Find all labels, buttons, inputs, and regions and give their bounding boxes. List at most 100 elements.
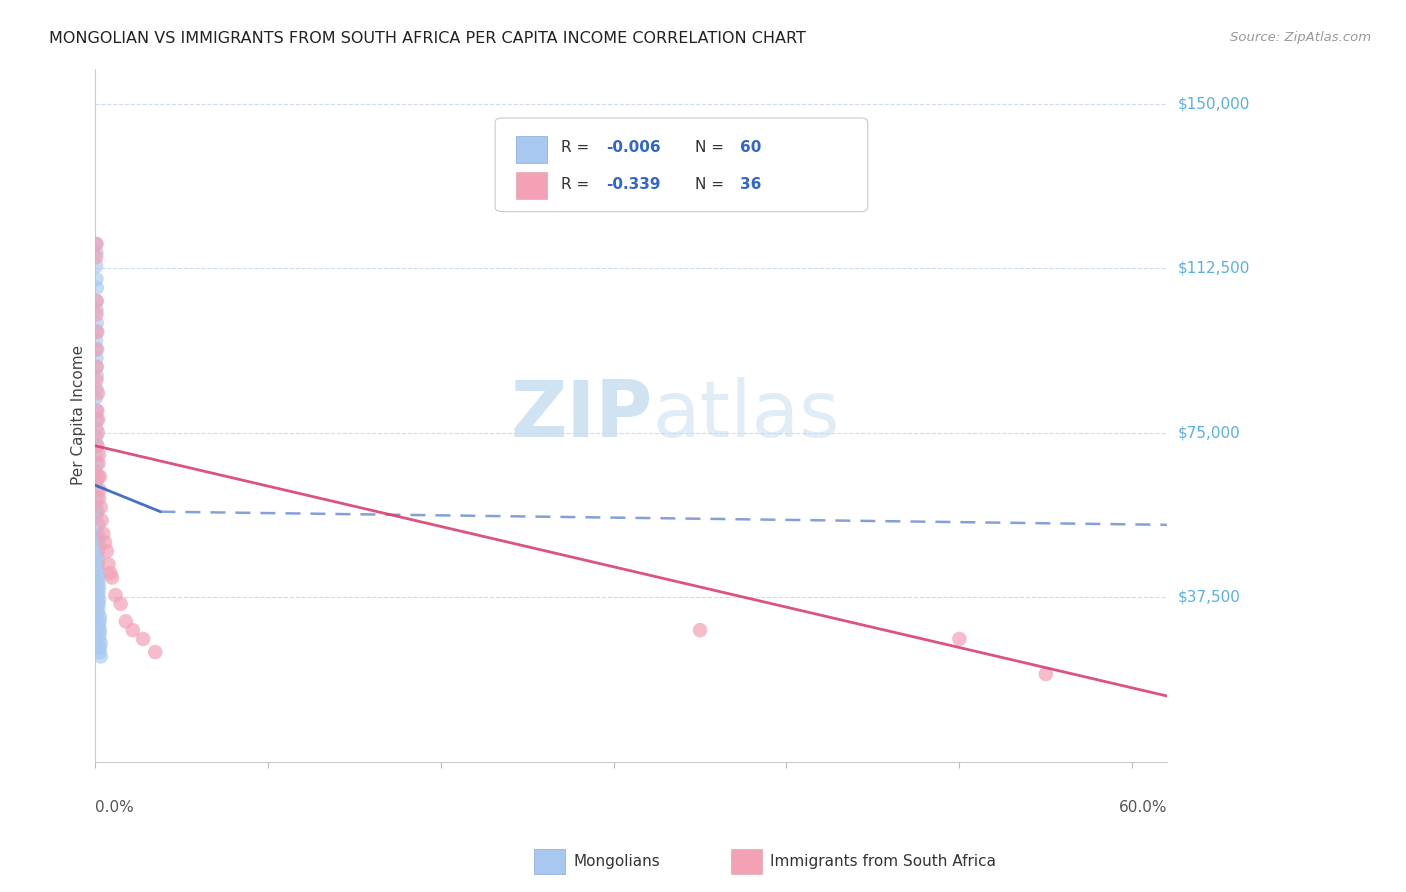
Text: 60.0%: 60.0% bbox=[1118, 800, 1167, 815]
Point bbox=[87, 583, 110, 598]
Point bbox=[89, 615, 111, 629]
Point bbox=[87, 526, 110, 541]
Point bbox=[84, 465, 107, 479]
Text: $37,500: $37,500 bbox=[1178, 590, 1241, 605]
Point bbox=[84, 391, 107, 405]
Point bbox=[87, 517, 110, 532]
Point bbox=[84, 359, 107, 374]
Point bbox=[84, 294, 107, 309]
Point bbox=[87, 574, 110, 589]
Text: $150,000: $150,000 bbox=[1178, 96, 1250, 112]
Point bbox=[86, 448, 108, 462]
Point bbox=[87, 386, 110, 401]
Text: 0.0%: 0.0% bbox=[94, 800, 134, 815]
Point bbox=[87, 601, 110, 615]
Text: -0.339: -0.339 bbox=[606, 177, 661, 192]
Point bbox=[86, 307, 108, 321]
Point bbox=[86, 439, 108, 453]
Point bbox=[86, 368, 108, 383]
Point bbox=[87, 592, 110, 607]
Point bbox=[94, 535, 117, 549]
Point bbox=[86, 237, 108, 252]
Point bbox=[86, 294, 108, 309]
Point bbox=[87, 448, 110, 462]
Point bbox=[89, 640, 111, 655]
Point bbox=[98, 566, 121, 581]
Point bbox=[87, 540, 110, 554]
Point bbox=[86, 281, 108, 295]
Point bbox=[101, 570, 124, 584]
Text: atlas: atlas bbox=[652, 377, 839, 453]
Point bbox=[90, 649, 112, 664]
Point bbox=[86, 359, 108, 374]
Point bbox=[86, 509, 108, 524]
Point bbox=[97, 558, 120, 572]
Point bbox=[86, 549, 108, 563]
Point bbox=[104, 588, 127, 602]
Point bbox=[84, 259, 107, 273]
Text: N =: N = bbox=[695, 177, 728, 192]
Point bbox=[87, 570, 110, 584]
Point bbox=[115, 615, 138, 629]
Point bbox=[86, 483, 108, 497]
Text: 60: 60 bbox=[740, 140, 761, 155]
Point bbox=[110, 597, 132, 611]
Point bbox=[86, 316, 108, 330]
Point bbox=[86, 403, 108, 417]
Point bbox=[86, 382, 108, 396]
Text: 36: 36 bbox=[740, 177, 761, 192]
Point bbox=[87, 558, 110, 572]
Text: $75,000: $75,000 bbox=[1178, 425, 1240, 441]
Point bbox=[87, 457, 110, 471]
Point bbox=[89, 469, 111, 483]
Point bbox=[87, 491, 110, 506]
Point bbox=[86, 302, 108, 317]
Point bbox=[84, 430, 107, 444]
Point bbox=[86, 439, 108, 453]
Point bbox=[87, 469, 110, 483]
Text: R =: R = bbox=[561, 140, 595, 155]
Point bbox=[86, 421, 108, 435]
Point bbox=[86, 245, 108, 260]
Point bbox=[84, 237, 107, 252]
Text: Immigrants from South Africa: Immigrants from South Africa bbox=[770, 855, 997, 869]
Text: $112,500: $112,500 bbox=[1178, 260, 1250, 276]
Text: -0.006: -0.006 bbox=[606, 140, 661, 155]
Point bbox=[87, 544, 110, 558]
Point bbox=[86, 325, 108, 339]
Point bbox=[86, 272, 108, 286]
Point bbox=[89, 623, 111, 637]
Text: MONGOLIAN VS IMMIGRANTS FROM SOUTH AFRICA PER CAPITA INCOME CORRELATION CHART: MONGOLIAN VS IMMIGRANTS FROM SOUTH AFRIC… bbox=[49, 31, 806, 46]
Point bbox=[87, 597, 110, 611]
Text: Mongolians: Mongolians bbox=[574, 855, 661, 869]
Point bbox=[89, 627, 111, 641]
Point bbox=[86, 505, 108, 519]
Point bbox=[84, 334, 107, 348]
Point bbox=[90, 636, 112, 650]
Point bbox=[132, 632, 155, 646]
Point bbox=[948, 632, 970, 646]
Point bbox=[86, 351, 108, 365]
Point bbox=[689, 623, 711, 637]
Point bbox=[87, 425, 110, 440]
Point bbox=[86, 403, 108, 417]
Point bbox=[86, 325, 108, 339]
Point bbox=[84, 343, 107, 357]
Point bbox=[86, 373, 108, 387]
Text: R =: R = bbox=[561, 177, 599, 192]
Point bbox=[90, 513, 112, 527]
Text: N =: N = bbox=[695, 140, 728, 155]
Point bbox=[1035, 667, 1057, 681]
Point bbox=[87, 566, 110, 581]
Point bbox=[86, 457, 108, 471]
Point bbox=[121, 623, 143, 637]
Point bbox=[143, 645, 166, 659]
Point bbox=[87, 619, 110, 633]
Point bbox=[93, 526, 115, 541]
Point bbox=[89, 645, 111, 659]
Point bbox=[84, 500, 107, 515]
Point bbox=[89, 610, 111, 624]
Point bbox=[87, 588, 110, 602]
Point bbox=[87, 412, 110, 426]
Text: ZIP: ZIP bbox=[510, 377, 652, 453]
